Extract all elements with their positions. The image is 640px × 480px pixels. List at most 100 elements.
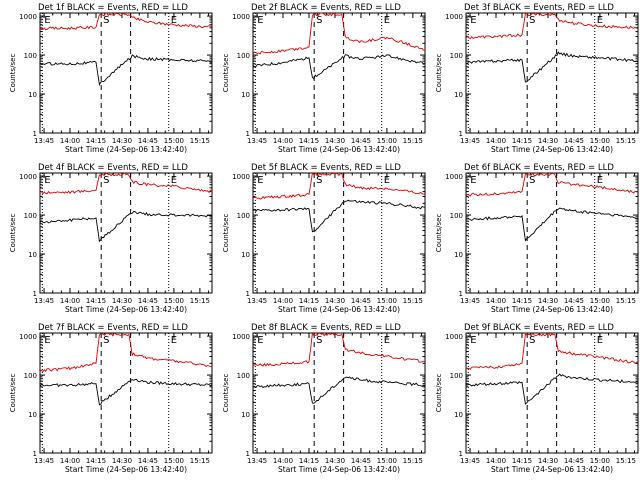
x-tick-label: 14:15 xyxy=(86,457,106,465)
y-tick-label: 100 xyxy=(24,212,37,220)
x-tick-label: 15:00 xyxy=(164,297,184,305)
y-tick-label: 10 xyxy=(241,91,250,99)
y-tick-label: 100 xyxy=(450,372,463,380)
x-tick-label: 14:45 xyxy=(138,297,158,305)
x-axis-label: Start Time (24-Sep-06 13:42:40) xyxy=(491,465,613,474)
series-line-events xyxy=(465,51,639,83)
marker-label: S xyxy=(316,15,322,26)
x-tick-label: 15:15 xyxy=(190,457,210,465)
y-axis-label: Counts/sec xyxy=(435,214,443,253)
y-axis-label: Counts/sec xyxy=(222,374,230,413)
x-axis-label: Start Time (24-Sep-06 13:42:40) xyxy=(65,305,187,314)
y-tick-label: 100 xyxy=(237,372,250,380)
marker-label: E xyxy=(597,15,603,26)
marker-label: E xyxy=(384,15,390,26)
chart-panel: Det 6f BLACK = Events, RED = LLD 1 10 100 10… xyxy=(435,163,639,314)
series-line-events xyxy=(252,376,426,404)
y-tick-label: 10 xyxy=(241,411,250,419)
x-tick-label: 14:15 xyxy=(86,297,106,305)
x-tick-label: 14:30 xyxy=(112,457,132,465)
x-axis-label: Start Time (24-Sep-06 13:42:40) xyxy=(278,145,400,154)
x-tick-label: 15:15 xyxy=(190,137,210,145)
chart-title: Det 5f BLACK = Events, RED = LLD xyxy=(251,163,401,173)
marker-label: E xyxy=(171,175,177,186)
y-tick-label: 1000 xyxy=(19,173,37,181)
y-tick-label: 10 xyxy=(454,411,463,419)
x-tick-label: 15:00 xyxy=(377,137,397,145)
series-line-events xyxy=(466,207,639,242)
x-tick-label: 13:45 xyxy=(247,457,267,465)
x-tick-label: 15:15 xyxy=(403,297,423,305)
marker-label: E xyxy=(384,335,390,346)
chart-title: Det 4f BLACK = Events, RED = LLD xyxy=(38,163,188,173)
x-tick-label: 14:30 xyxy=(538,137,558,145)
series-line-events xyxy=(39,54,213,86)
x-tick-label: 13:45 xyxy=(460,457,480,465)
y-tick-label: 1 xyxy=(246,130,250,138)
marker-label: E xyxy=(470,15,476,26)
x-tick-label: 14:45 xyxy=(564,457,584,465)
marker-label: S xyxy=(103,335,109,346)
y-axis-label: Counts/sec xyxy=(222,54,230,93)
marker-label: E xyxy=(597,335,603,346)
y-tick-label: 1 xyxy=(459,130,463,138)
series-line-lld xyxy=(465,12,639,40)
marker-label: E xyxy=(384,175,390,186)
x-tick-label: 14:00 xyxy=(273,297,293,305)
x-tick-label: 14:00 xyxy=(486,297,506,305)
chart-panel: Det 1f BLACK = Events, RED = LLD 1 10 100 10… xyxy=(9,3,213,154)
x-tick-label: 14:15 xyxy=(512,137,532,145)
y-tick-label: 10 xyxy=(454,251,463,259)
marker-label: S xyxy=(316,335,322,346)
marker-label: E xyxy=(470,335,476,346)
x-axis-label: Start Time (24-Sep-06 13:42:40) xyxy=(491,145,613,154)
chart-title: Det 3f BLACK = Events, RED = LLD xyxy=(464,3,614,13)
x-tick-label: 14:45 xyxy=(351,137,371,145)
chart-panel: Det 3f BLACK = Events, RED = LLD 1 10 100 10… xyxy=(435,3,639,154)
y-tick-label: 1000 xyxy=(445,173,463,181)
x-tick-label: 15:00 xyxy=(590,457,610,465)
x-tick-label: 14:15 xyxy=(512,457,532,465)
x-tick-label: 14:45 xyxy=(138,457,158,465)
y-tick-label: 1 xyxy=(246,290,250,298)
x-tick-label: 13:45 xyxy=(34,297,54,305)
y-tick-label: 10 xyxy=(28,411,37,419)
x-axis-label: Start Time (24-Sep-06 13:42:40) xyxy=(65,145,187,154)
x-tick-label: 14:30 xyxy=(112,137,132,145)
x-tick-label: 13:45 xyxy=(460,137,480,145)
series-line-events xyxy=(252,199,426,233)
y-tick-label: 1 xyxy=(459,450,463,458)
chart-panel: Det 4f BLACK = Events, RED = LLD 1 10 100 10… xyxy=(9,163,213,314)
x-tick-label: 15:00 xyxy=(164,457,184,465)
marker-label: E xyxy=(44,335,50,346)
plot-frame xyxy=(39,12,213,134)
x-tick-label: 15:15 xyxy=(190,297,210,305)
marker-label: E xyxy=(171,335,177,346)
x-tick-label: 15:15 xyxy=(616,137,636,145)
chart-title: Det 9f BLACK = Events, RED = LLD xyxy=(464,323,614,333)
x-tick-label: 15:00 xyxy=(377,457,397,465)
x-tick-label: 14:30 xyxy=(538,297,558,305)
y-tick-label: 10 xyxy=(28,251,37,259)
x-tick-label: 14:00 xyxy=(486,137,506,145)
y-tick-label: 1 xyxy=(33,130,37,138)
x-axis-label: Start Time (24-Sep-06 13:42:40) xyxy=(278,305,400,314)
y-axis-label: Counts/sec xyxy=(435,374,443,413)
x-axis-label: Start Time (24-Sep-06 13:42:40) xyxy=(278,465,400,474)
marker-label: E xyxy=(257,335,263,346)
y-tick-label: 100 xyxy=(450,52,463,60)
series-line-lld xyxy=(252,172,426,200)
plot-frame xyxy=(465,332,639,454)
x-tick-label: 14:00 xyxy=(60,457,80,465)
y-tick-label: 1 xyxy=(33,290,37,298)
y-tick-label: 1000 xyxy=(445,333,463,341)
x-tick-label: 13:45 xyxy=(247,137,267,145)
series-line-lld xyxy=(252,12,426,55)
plot-frame xyxy=(465,172,639,294)
x-tick-label: 14:00 xyxy=(273,137,293,145)
x-tick-label: 14:30 xyxy=(538,457,558,465)
y-tick-label: 1000 xyxy=(445,13,463,21)
marker-label: S xyxy=(103,175,109,186)
y-tick-label: 1000 xyxy=(19,13,37,21)
x-tick-label: 13:45 xyxy=(34,457,54,465)
